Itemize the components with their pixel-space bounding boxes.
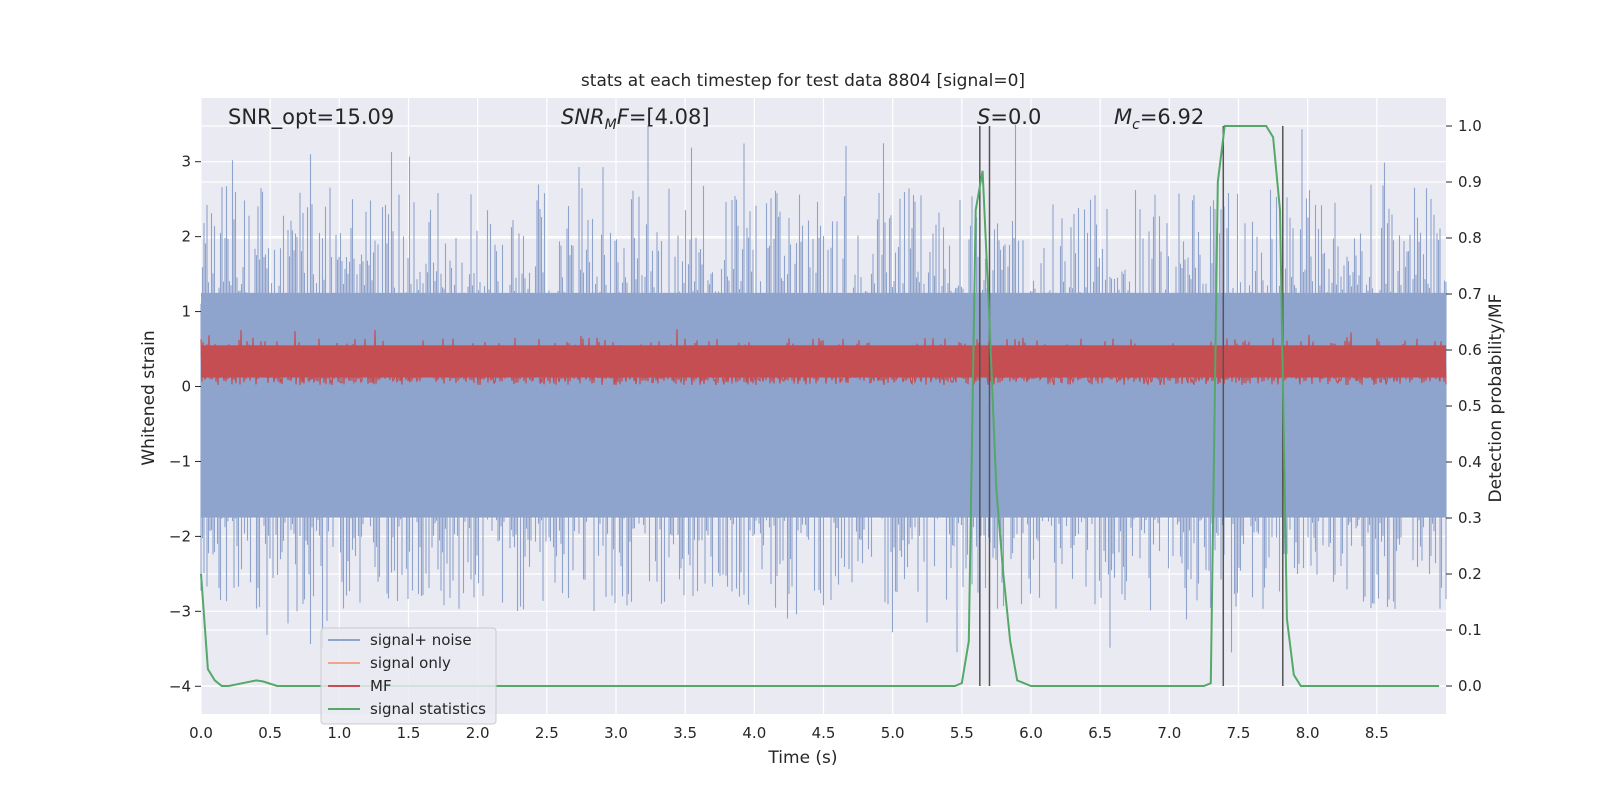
y-tick-label: 3 — [181, 153, 191, 171]
y-right-tick-label: 0.7 — [1458, 285, 1482, 303]
x-tick-label: 7.5 — [1227, 724, 1251, 742]
y-tick-label: 0 — [181, 378, 191, 396]
x-tick-label: 1.5 — [397, 724, 421, 742]
x-tick-label: 0.5 — [258, 724, 282, 742]
annotation-s: S=0.0 — [977, 105, 1041, 129]
y-right-tick-label: 0.0 — [1458, 677, 1482, 695]
y-right-tick-label: 0.5 — [1458, 397, 1482, 415]
x-tick-label: 7.0 — [1157, 724, 1181, 742]
y-axis-label: Whitened strain — [139, 330, 159, 465]
y-right-tick-label: 0.9 — [1458, 173, 1482, 191]
series-mf — [200, 329, 1447, 386]
series-signal-statistics — [200, 125, 1440, 687]
x-tick-label: 8.5 — [1365, 724, 1389, 742]
series-signal-noise — [200, 125, 1447, 653]
x-tick-label: 3.5 — [673, 724, 697, 742]
annotation-snr-opt: SNR_opt=15.09 — [228, 105, 394, 130]
signal-statistics-line — [200, 125, 1440, 687]
y-right-tick-label: 0.1 — [1458, 621, 1482, 639]
y-right-tick-label: 0.4 — [1458, 453, 1482, 471]
mf-trace — [200, 329, 1447, 386]
legend-label-mf: MF — [370, 677, 392, 695]
x-tick-label: 2.5 — [535, 724, 559, 742]
legend-label-signal-noise: signal+ noise — [370, 631, 472, 649]
y-tick-label: −3 — [169, 602, 191, 620]
x-tick-label: 6.5 — [1088, 724, 1112, 742]
y-tick-label: −4 — [169, 677, 191, 695]
x-tick-label: 4.0 — [742, 724, 766, 742]
y-tick-label: −2 — [169, 527, 191, 545]
x-tick-label: 8.0 — [1296, 724, 1320, 742]
y-right-tick-label: 0.3 — [1458, 509, 1482, 527]
x-axis-label: Time (s) — [767, 748, 837, 768]
y-right-tick-label: 1.0 — [1458, 117, 1482, 135]
y-right-tick-label: 0.6 — [1458, 341, 1482, 359]
x-tick-label: 3.0 — [604, 724, 628, 742]
x-tick-label: 4.5 — [812, 724, 836, 742]
x-tick-label: 5.0 — [881, 724, 905, 742]
legend: signal+ noise signal only MF signal stat… — [320, 627, 497, 725]
legend-label-signal-only: signal only — [370, 654, 451, 672]
x-tick-label: 6.0 — [1019, 724, 1043, 742]
y-tick-label: 2 — [181, 228, 191, 246]
legend-label-signal-statistics: signal statistics — [370, 700, 486, 718]
x-tick-label: 2.0 — [466, 724, 490, 742]
x-tick-label: 5.5 — [950, 724, 974, 742]
y-right-axis-label: Detection probability/MF — [1486, 294, 1506, 503]
axis-ticks: 0.0 0.5 1.0 1.5 2.0 2.5 3.0 3.5 4.0 4.5 5.0 5.5 6.0 6… — [169, 117, 1482, 742]
y-right-tick-label: 0.2 — [1458, 565, 1482, 583]
legend-box — [320, 627, 497, 725]
annotation-snr-mf: SNRMF=[4.08] — [561, 105, 710, 133]
x-tick-label: 1.0 — [327, 724, 351, 742]
x-tick-label: 0.0 — [189, 724, 213, 742]
annotation-mc: Mc=6.92 — [1114, 105, 1204, 133]
chart-title: stats at each timestep for test data 880… — [581, 71, 1025, 91]
y-right-tick-label: 0.8 — [1458, 229, 1482, 247]
y-tick-label: −1 — [169, 452, 191, 470]
y-tick-label: 1 — [181, 303, 191, 321]
